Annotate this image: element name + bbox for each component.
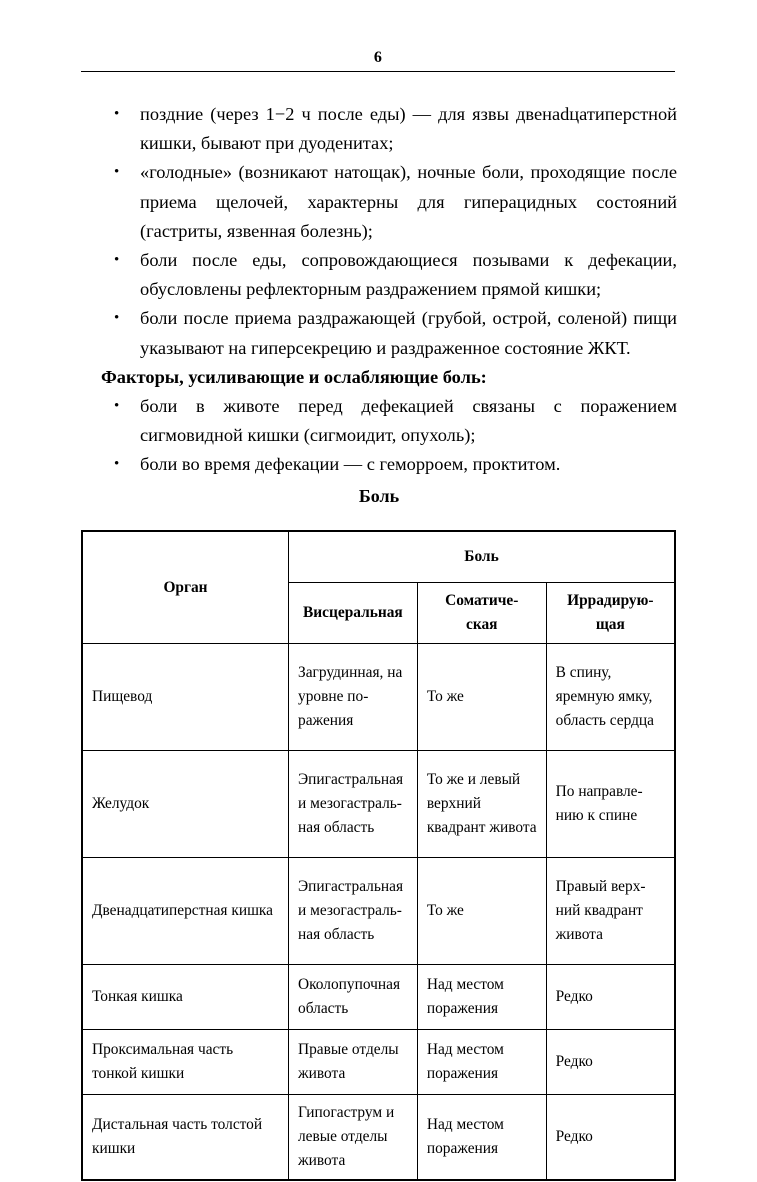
table-row: Двенадцатиперстная кишка Эпигастральная … [81, 857, 676, 965]
bullet-list-primary: • поздние (через 1−2 ч после еды) — для … [81, 100, 677, 363]
list-item-text: боли во время дефекации — с геморроем, п… [140, 454, 561, 475]
column-header-irradiating: Иррадирую- щая [545, 582, 676, 644]
list-item-text: боли после приема раздражающей (грубой, … [140, 308, 677, 358]
cell-visceral: Эпигастральная и мезогастраль­ная област… [288, 857, 418, 965]
list-item: • боли во время дефекации — с геморроем,… [81, 450, 677, 479]
page-content: • поздние (через 1−2 ч после еды) — для … [81, 100, 677, 514]
bullet-icon: • [114, 106, 120, 122]
column-header-irradiating-line2: щая [595, 616, 625, 633]
bullet-icon: • [114, 164, 120, 181]
column-header-organ: Орган [81, 530, 289, 644]
list-item: • поздние (через 1−2 ч после еды) — для … [81, 100, 677, 158]
list-item: • боли после приема раздражающей (грубой… [81, 304, 677, 362]
cell-irradiating: Редко [545, 1029, 676, 1095]
table-header-row-1: Орган Боль [81, 530, 676, 644]
column-header-pain-group: Боль [288, 530, 676, 583]
cell-visceral: Околопупочная область [288, 964, 418, 1030]
pain-table: Орган Боль Висцеральная Соматиче- ская И… [81, 530, 676, 1181]
header-rule [81, 71, 675, 72]
cell-irradiating: Редко [545, 964, 676, 1030]
page-number: 6 [373, 49, 383, 66]
running-head: 6 [81, 48, 675, 72]
cell-irradiating: По направле­нию к спине [545, 750, 676, 858]
cell-somatic: Над местом поражения [416, 964, 547, 1030]
bullet-icon: • [114, 456, 120, 473]
list-item: • «голодные» (возникают натощак), ночные… [81, 158, 677, 246]
list-item: • боли после еды, сопровождающиеся позыв… [81, 246, 677, 304]
column-header-somatic: Соматиче- ская [416, 582, 547, 644]
column-header-irradiating-line1: Иррадирую- [567, 592, 654, 609]
cell-visceral: Гипогаструм и левые отделы живота [288, 1094, 418, 1181]
bullet-icon: • [114, 310, 120, 327]
table-body: Пищевод Загрудинная, на уровне по­ражени… [81, 643, 676, 1181]
cell-organ: Тонкая кишка [81, 964, 289, 1030]
cell-somatic: Над местом поражения [416, 1094, 547, 1181]
cell-irradiating: Правый верх­ний квадрант живота [545, 857, 676, 965]
list-item-text: боли в животе перед дефекацией связаны с… [140, 396, 677, 446]
table-row: Пищевод Загрудинная, на уровне по­ражени… [81, 643, 676, 751]
cell-irradiating: Редко [545, 1094, 676, 1181]
cell-visceral: Загрудинная, на уровне по­ражения [288, 643, 418, 751]
list-item-text: «голодные» (возникают натощак), ночные б… [140, 162, 677, 241]
bullet-icon: • [114, 252, 120, 269]
table-header-row-2: Висцеральная Соматиче- ская Иррадирую- щ… [82, 582, 676, 644]
cell-somatic: То же [416, 643, 547, 751]
cell-organ: Пищевод [81, 643, 289, 751]
list-item-text: поздние (через 1−2 ч после еды) — для яз… [140, 104, 677, 154]
cell-somatic: То же и ле­вый верхний квадрант живота [416, 750, 547, 858]
cell-organ: Желудок [81, 750, 289, 858]
cell-organ: Двенадцатиперстная кишка [81, 857, 289, 965]
list-item: • боли в животе перед дефекацией связаны… [81, 392, 677, 450]
column-header-visceral: Висцеральная [288, 582, 418, 644]
pain-table-wrapper: Орган Боль Висцеральная Соматиче- ская И… [81, 530, 676, 1181]
cell-organ: Проксимальная часть тонкой кишки [81, 1029, 289, 1095]
column-header-somatic-line1: Соматиче- [445, 592, 519, 609]
list-item-text: боли после еды, сопровождающиеся позывам… [140, 250, 677, 300]
table-row: Проксимальная часть тонкой кишки Правые … [81, 1029, 676, 1095]
bullet-list-secondary: • боли в животе перед дефекацией связаны… [81, 392, 677, 480]
table-row: Тонкая кишка Околопупочная область Над м… [81, 964, 676, 1030]
cell-organ: Дистальная часть толстой кишки [81, 1094, 289, 1181]
cell-irradiating: В спину, яремную ямку, область сердца [545, 643, 676, 751]
cell-somatic: Над местом поражения [416, 1029, 547, 1095]
cell-somatic: То же [416, 857, 547, 965]
table-head: Орган Боль Висцеральная Соматиче- ская И… [81, 530, 676, 644]
table-row: Желудок Эпигастральная и мезогастраль­на… [81, 750, 676, 858]
column-header-somatic-line2: ская [465, 616, 498, 633]
section-heading: Факторы, усиливающие и ослабляющие боль: [101, 366, 487, 387]
table-caption: Боль [358, 485, 400, 506]
cell-visceral: Правые отделы живота [288, 1029, 418, 1095]
table-row: Дистальная часть толстой кишки Гипогастр… [81, 1094, 676, 1181]
cell-visceral: Эпигастральная и мезогастраль­ная област… [288, 750, 418, 858]
bullet-icon: • [114, 398, 120, 415]
